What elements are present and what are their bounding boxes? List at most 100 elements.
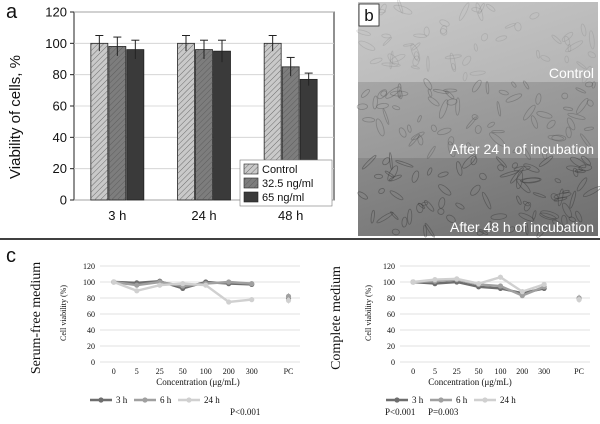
series-point-24 h <box>432 277 438 283</box>
cell <box>561 214 568 227</box>
cell <box>469 70 486 76</box>
cell <box>407 208 413 225</box>
x-tick-label: 0 <box>112 367 116 376</box>
cell <box>462 55 472 66</box>
micrograph-label-control: Control <box>549 65 594 81</box>
cell <box>567 112 586 120</box>
y-tick-label: 0 <box>60 193 67 208</box>
series-point-24 h <box>454 276 460 282</box>
cell <box>576 177 588 192</box>
cell <box>514 22 522 32</box>
x-tick-label: 100 <box>494 367 506 376</box>
pc-point-24 h <box>576 297 582 303</box>
cell <box>554 178 562 184</box>
series-point-24 h <box>180 281 186 287</box>
cell <box>536 111 553 119</box>
cell <box>504 23 516 29</box>
cell <box>574 169 586 174</box>
cell <box>523 163 540 173</box>
cell <box>529 12 540 20</box>
cell <box>427 88 433 97</box>
series-point-24 h <box>519 289 525 295</box>
cell <box>582 186 600 197</box>
cell <box>362 117 376 123</box>
legend-label: 24 h <box>204 395 220 405</box>
cell <box>377 89 388 100</box>
cell <box>550 193 559 201</box>
y-tick-label: 0 <box>91 358 95 367</box>
cell <box>466 142 472 151</box>
legend-label: 32.5 ng/ml <box>262 178 313 190</box>
cell <box>495 35 508 42</box>
y-tick-label: 40 <box>53 130 67 145</box>
cell <box>515 171 524 190</box>
cell <box>356 29 371 36</box>
micrograph-label-48h: After 48 h of incubation <box>450 219 594 235</box>
bar-hatch <box>195 49 213 200</box>
series-point-6 h <box>519 293 525 299</box>
cell <box>522 146 531 160</box>
cell <box>370 209 375 224</box>
y-tick-label: 0 <box>391 358 395 367</box>
cell <box>561 202 573 219</box>
cell <box>430 124 437 132</box>
legend-label: 6 h <box>456 395 468 405</box>
cell <box>485 220 492 231</box>
cell <box>561 92 569 100</box>
x-tick-label: 48 h <box>278 208 303 223</box>
cell <box>437 127 452 136</box>
cell <box>540 55 551 62</box>
cell <box>398 90 403 100</box>
cell <box>426 145 436 159</box>
cell <box>393 4 413 15</box>
cell <box>591 81 596 89</box>
series-point-24 h <box>476 281 482 287</box>
cell <box>516 195 522 205</box>
cell <box>444 54 462 60</box>
series-point-24 h <box>111 279 117 285</box>
series-point-24 h <box>249 297 255 303</box>
legend-label: 6 h <box>160 395 172 405</box>
cell <box>360 89 370 98</box>
cell <box>471 7 482 13</box>
c-left-xlabel: Concentration (μg/mL) <box>156 377 240 387</box>
cell <box>538 155 554 167</box>
bar-hatch <box>108 46 126 200</box>
legend-hatch <box>244 178 258 188</box>
cell <box>546 119 556 129</box>
cell <box>495 156 507 168</box>
y-tick-label: 20 <box>387 342 395 351</box>
series-point-6 h <box>226 279 232 285</box>
cell <box>569 190 577 209</box>
y-tick-label: 40 <box>387 326 395 335</box>
legend-marker <box>482 397 488 403</box>
cell <box>475 2 484 22</box>
x-tick-label: 24 h <box>191 208 216 223</box>
x-tick-label-pc: PC <box>284 367 294 376</box>
serum-free-title: Serum-free medium <box>29 262 44 374</box>
cell <box>387 165 399 182</box>
cell <box>523 104 536 121</box>
cell <box>568 216 576 223</box>
x-tick-label: 25 <box>453 367 461 376</box>
cell <box>485 3 496 12</box>
cell <box>451 62 457 72</box>
cell <box>446 214 456 223</box>
cell <box>478 3 485 15</box>
cell <box>505 93 523 103</box>
cell <box>551 34 562 45</box>
cell <box>563 106 574 111</box>
cell <box>402 43 414 47</box>
cell <box>490 213 508 220</box>
c-right-pvalue-3h: P<0.001 <box>385 407 415 417</box>
c-left-ylabel: Cell viability (%) <box>59 285 68 341</box>
cell <box>518 212 535 222</box>
cell <box>412 55 420 67</box>
cell <box>561 31 574 42</box>
cell <box>553 192 572 199</box>
series-point-24 h <box>541 281 547 287</box>
y-tick-label: 100 <box>383 278 395 287</box>
c-right-xlabel: Concentration (μg/mL) <box>428 377 512 387</box>
cell <box>579 133 593 150</box>
panel-a-ylabel: Viability of cells, % <box>7 55 24 179</box>
